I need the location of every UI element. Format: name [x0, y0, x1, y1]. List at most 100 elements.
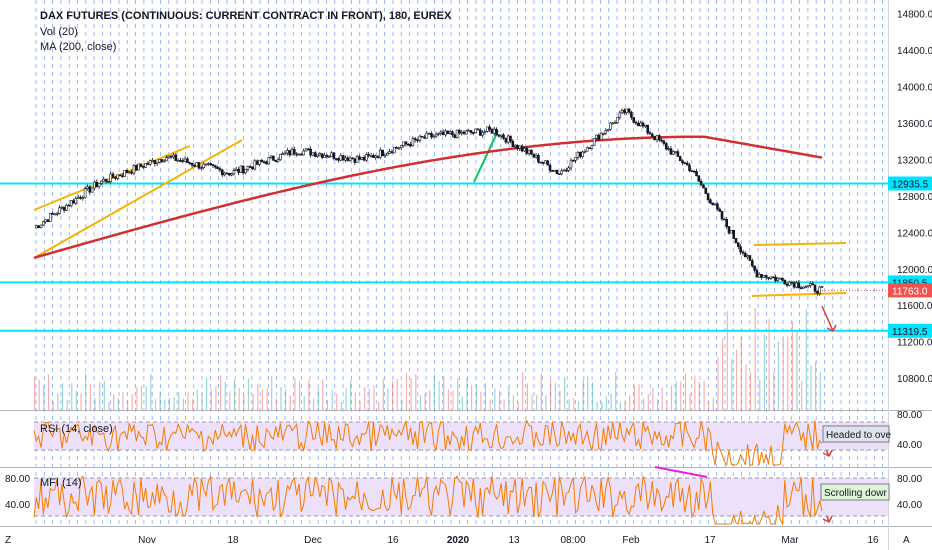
volume-bar: [145, 386, 147, 410]
auto-scale-button[interactable]: A: [903, 535, 910, 546]
trend-channel-lower[interactable]: [33, 139, 243, 259]
horizontal-levels[interactable]: [0, 182, 888, 332]
candle-body: [781, 277, 784, 281]
candle-body: [460, 131, 464, 134]
candle-body: [360, 157, 364, 160]
candle-body: [702, 184, 705, 189]
candle-body: [585, 147, 589, 152]
candle-body: [311, 152, 315, 156]
mfi-axis: 80.00 40.00 80.00 40.00: [5, 474, 922, 511]
volume-bar: [666, 401, 668, 410]
trendline-drawings[interactable]: [33, 130, 847, 297]
candle-body: [481, 132, 484, 136]
candle-body: [337, 158, 340, 161]
volume-bar: [526, 383, 528, 410]
candle-body: [716, 203, 719, 210]
volume-bar: [368, 388, 370, 410]
candle-body: [516, 144, 519, 149]
candle-body: [172, 154, 175, 158]
candle-body: [492, 128, 496, 134]
volume-bar: [740, 337, 742, 410]
candle-body: [729, 230, 733, 234]
candle-body: [353, 158, 357, 163]
candle-body: [135, 165, 138, 171]
candle-body: [392, 147, 396, 154]
volume-bar: [796, 331, 798, 410]
rsi-pane[interactable]: RSI (14, close): [33, 419, 888, 467]
volume-bar: [43, 384, 45, 410]
candle-body: [60, 206, 64, 209]
candle-body: [288, 150, 292, 156]
candle-body: [397, 147, 401, 150]
candle-body: [181, 160, 185, 162]
candle-body: [792, 282, 796, 288]
candle-body: [79, 196, 82, 199]
volume-bar: [108, 401, 110, 410]
volume-bar: [271, 376, 273, 410]
candle-body: [297, 153, 301, 156]
candle-body: [374, 155, 378, 158]
volume-bar: [633, 385, 635, 410]
volume-bar: [178, 392, 180, 410]
candle-body: [785, 283, 789, 286]
candle-body: [276, 159, 280, 162]
time-axis[interactable]: Nov 18 Dec 16 2020 13 08:00 Feb 17 Mar 16: [138, 535, 879, 546]
mfi-pane[interactable]: MFI (14): [33, 466, 888, 526]
candle-body: [578, 152, 582, 157]
candle-body: [613, 122, 617, 124]
range-bottom-line[interactable]: [751, 292, 847, 297]
candle-body: [411, 138, 415, 147]
candle-body: [432, 135, 436, 138]
candle-body: [639, 122, 643, 127]
candle-body: [590, 145, 594, 149]
candle-body: [142, 166, 145, 168]
volume-bar: [192, 398, 194, 410]
candle-body: [676, 151, 680, 157]
range-top-line[interactable]: [753, 242, 847, 246]
volume-bar: [684, 373, 687, 410]
candle-body: [648, 132, 652, 135]
note-rsi[interactable]: Headed to ove: [822, 425, 891, 443]
candle-body: [430, 133, 433, 138]
mfi-divergence-line[interactable]: [654, 466, 708, 478]
volume-bar: [657, 399, 659, 410]
candle-body: [262, 161, 266, 163]
candle-body: [704, 187, 708, 195]
candle-body: [641, 122, 645, 127]
volume-bar: [643, 398, 645, 410]
candle-body: [409, 143, 412, 147]
price-tick: 10800.0: [897, 374, 932, 385]
volume-bar: [187, 392, 189, 410]
candle-body: [783, 279, 787, 285]
volume-bar: [280, 387, 282, 410]
level-tag-text: 11319.5: [892, 327, 928, 338]
candle-body: [771, 276, 775, 279]
volume-bar: [415, 374, 417, 410]
candle-body: [743, 252, 747, 258]
candle-body: [53, 213, 57, 216]
candle-body: [130, 171, 133, 174]
time-tick: 2020: [447, 535, 470, 546]
candle-body: [107, 181, 110, 183]
breakout-line[interactable]: [473, 130, 499, 183]
volume-bar: [503, 399, 505, 410]
chart-legend[interactable]: DAX FUTURES (CONTINUOUS: CURRENT CONTRAC…: [40, 10, 452, 53]
volume-bar: [461, 396, 463, 410]
note-mfi[interactable]: Scrolling dowr: [820, 483, 890, 501]
last-price-tag: [888, 283, 932, 298]
candle-body: [446, 130, 450, 135]
time-tick: Nov: [138, 535, 156, 546]
volume-bar: [545, 394, 547, 410]
volume-bar: [261, 389, 263, 410]
volume-bar: [573, 398, 575, 410]
candle-body: [174, 154, 178, 161]
candle-body: [683, 162, 687, 165]
volume-bar: [229, 391, 231, 410]
trend-channel-upper[interactable]: [33, 145, 191, 211]
candle-body: [602, 133, 605, 135]
price-axis[interactable]: 14800.0 14400.0 14000.0 13600.0 13200.0 12800…: [897, 10, 932, 385]
candle-body: [760, 274, 763, 278]
timezone-button[interactable]: Z: [5, 535, 11, 546]
